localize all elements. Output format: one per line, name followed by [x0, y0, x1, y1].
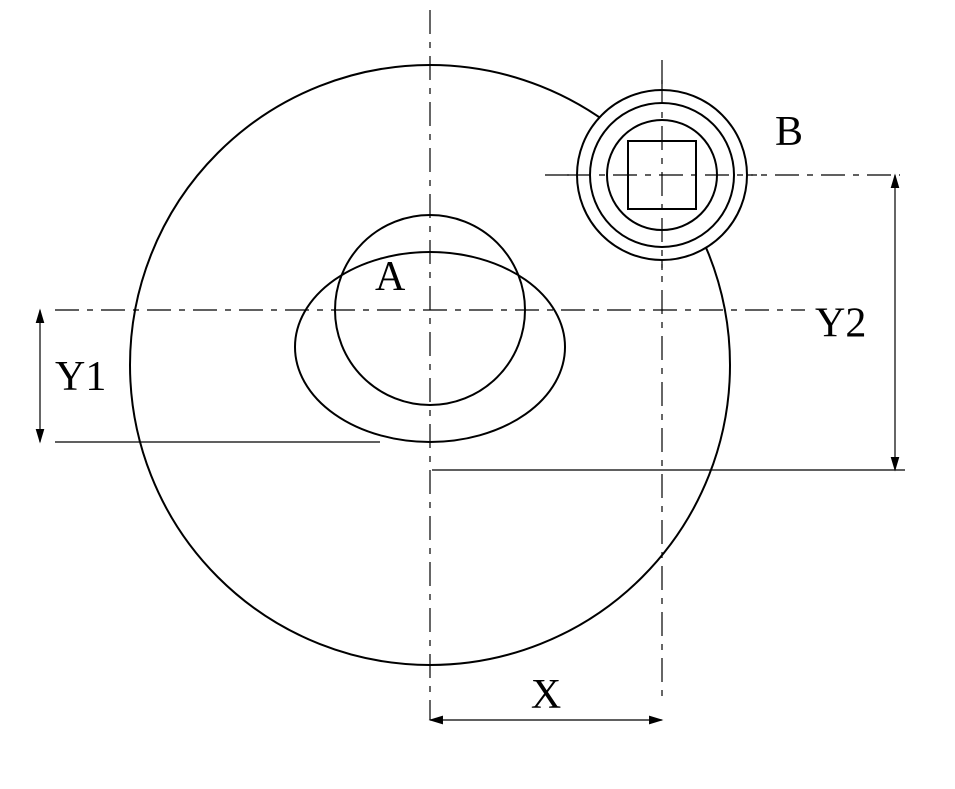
- label-a: A: [375, 254, 406, 300]
- diagram-canvas: A B Y1 Y2 X: [0, 0, 955, 789]
- dim-x-label: X: [531, 672, 561, 718]
- dim-y1-label: Y1: [55, 354, 106, 400]
- dim-y2-label: Y2: [815, 301, 866, 347]
- label-b: B: [775, 109, 803, 155]
